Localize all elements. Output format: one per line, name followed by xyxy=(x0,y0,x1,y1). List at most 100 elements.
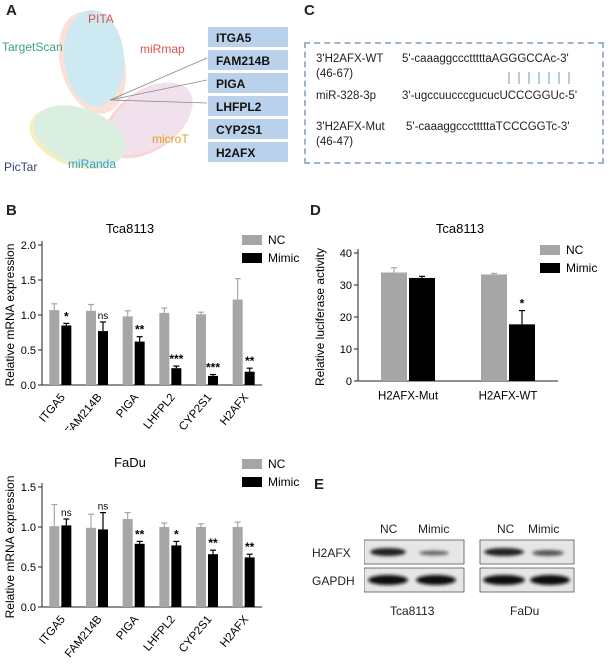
legend-swatch-nc xyxy=(242,235,262,245)
pairing-bars xyxy=(508,72,570,84)
y-tick-label: 0.5 xyxy=(21,562,36,574)
bar-mimic-h2afx xyxy=(244,371,255,385)
bar-mimic-piga xyxy=(134,341,145,385)
mut-position: (46-47) xyxy=(316,136,354,148)
x-tick-label: ITGA5 xyxy=(37,392,68,425)
y-tick-label: 1.0 xyxy=(21,310,36,322)
blot-cellline-fadu: FaDu xyxy=(510,604,540,618)
x-tick-label: PIGA xyxy=(114,391,141,420)
bar-nc-fam214b xyxy=(86,310,96,385)
mut-sequence: 5'-caaaggccctttttaTCCCGGTc-3' xyxy=(406,121,570,133)
significance-label: *** xyxy=(206,361,220,375)
x-tick-label: CYP2S1 xyxy=(177,614,215,656)
x-tick-label: PIGA xyxy=(114,613,141,642)
band-fadu-h2afx-mimic xyxy=(532,550,564,556)
legend-label-nc: NC xyxy=(566,243,584,257)
panel-letter-b: B xyxy=(6,202,17,219)
band-fadu-gapdh-nc xyxy=(483,575,525,585)
wt-position: (46-67) xyxy=(316,68,354,80)
chart-title: FaDu xyxy=(114,455,146,470)
legend-label-nc: NC xyxy=(268,233,286,247)
bar-mimic-cyp2s1 xyxy=(208,375,218,385)
panel-letter-e: E xyxy=(314,476,325,493)
bar-nc-fam214b xyxy=(86,527,96,607)
band-fadu-gapdh-mimic xyxy=(530,575,570,585)
x-tick-label: H2AFX-Mut xyxy=(378,390,439,402)
bar-nc-lhfpl2 xyxy=(159,312,170,385)
y-tick-label: 30 xyxy=(340,280,352,292)
significance-label: * xyxy=(520,297,525,311)
y-tick-label: 0.0 xyxy=(21,602,36,614)
y-tick-label: 0.0 xyxy=(21,380,36,392)
wt-sequence: 5'-caaaggccctttttaAGGGCCAc-3' xyxy=(402,53,569,65)
x-tick-label: CYP2S1 xyxy=(177,392,215,430)
significance-label: ** xyxy=(135,323,145,337)
y-tick-label: 2.0 xyxy=(21,240,36,252)
blot-header-mimic-2: Mimic xyxy=(528,522,560,536)
bar-mimic-lhfpl2 xyxy=(171,545,182,607)
bar-nc-cyp2s1 xyxy=(196,314,206,385)
bar-nc-piga xyxy=(122,519,133,607)
bar-mimic-itga5 xyxy=(61,325,72,385)
venn-label-pita: PITA xyxy=(88,12,114,26)
bar-nc-h2afx-mut xyxy=(381,272,407,381)
y-tick-label: 0.5 xyxy=(21,345,36,357)
gene-box-itga5: ITGA5 xyxy=(207,26,289,48)
blot-row-h2afx: H2AFX xyxy=(312,546,351,560)
gene-box-h2afx: H2AFX xyxy=(207,141,289,163)
y-tick-label: 1.5 xyxy=(21,275,36,287)
significance-label: ns xyxy=(61,508,72,519)
legend-label-mimic: Mimic xyxy=(268,251,299,265)
petal-targetscan xyxy=(33,105,126,168)
legend-label-mimic: Mimic xyxy=(566,261,597,275)
venn-label-pictar: PicTar xyxy=(4,160,38,174)
bar-mimic-fam214b xyxy=(98,331,108,385)
chart-luciferase: Tca8113 Relative luciferase activity 0 10 20… xyxy=(313,221,597,402)
y-tick-label: 40 xyxy=(340,248,352,260)
venn-label-miranda: miRanda xyxy=(68,157,117,171)
bar-nc-cyp2s1 xyxy=(196,527,206,607)
y-tick-label: 1.0 xyxy=(21,522,36,534)
bar-mimic-cyp2s1 xyxy=(208,554,218,607)
venn-label-targetscan: TargetScan xyxy=(2,40,63,54)
chart-title: Tca8113 xyxy=(436,221,484,236)
bar-nc-h2afx xyxy=(232,299,243,385)
mir-sequence: 3'-ugccuucccgucucUCCCGGUc-5' xyxy=(402,90,578,102)
venn-flower xyxy=(29,10,208,170)
legend-swatch-mimic xyxy=(242,253,262,263)
significance-label: ns xyxy=(98,502,109,513)
x-tick-label: LHFPL2 xyxy=(142,392,178,430)
sequence-alignment-box: 3'H2AFX-WT 5'-caaaggccctttttaAGGGCCAc-3'… xyxy=(304,42,604,164)
y-tick-label: 10 xyxy=(340,344,352,356)
bar-mimic-piga xyxy=(134,543,145,607)
significance-label: ** xyxy=(245,354,255,368)
legend-label-mimic: Mimic xyxy=(268,475,299,489)
legend-swatch-mimic xyxy=(540,263,560,273)
bar-nc-piga xyxy=(122,316,133,385)
bar-mimic-h2afx xyxy=(244,557,255,607)
legend-swatch-mimic xyxy=(242,477,262,487)
blot-cellline-tca8113: Tca8113 xyxy=(390,604,435,618)
band-tca-gapdh-nc xyxy=(368,575,408,585)
x-tick-label: LHFPL2 xyxy=(142,614,178,654)
western-blot-image xyxy=(364,539,575,593)
bar-nc-lhfpl2 xyxy=(159,527,170,607)
band-fadu-h2afx-nc xyxy=(484,548,524,556)
x-tick-label: ITGA5 xyxy=(37,614,68,647)
bar-nc-itga5 xyxy=(49,310,60,385)
bar-mimic-fam214b xyxy=(98,529,108,607)
band-tca-gapdh-mimic xyxy=(416,575,456,585)
x-tick-label: H2AFX xyxy=(218,613,251,649)
band-tca-h2afx-nc xyxy=(370,548,406,556)
panel-letter-c: C xyxy=(304,2,315,19)
y-axis-label: Relative mRNA expression xyxy=(3,244,17,387)
panel-letter-a: A xyxy=(6,2,17,19)
blot-header-nc-1: NC xyxy=(380,522,398,536)
bar-nc-h2afx xyxy=(232,527,243,607)
significance-label: ** xyxy=(208,536,218,550)
mut-label: 3'H2AFX-Mut xyxy=(316,121,385,133)
x-tick-label: FAM214B xyxy=(63,613,105,660)
bar-mimic-h2afx-wt xyxy=(509,324,535,381)
legend-label-nc: NC xyxy=(268,457,286,471)
gene-box-lhfpl2: LHFPL2 xyxy=(207,95,289,117)
